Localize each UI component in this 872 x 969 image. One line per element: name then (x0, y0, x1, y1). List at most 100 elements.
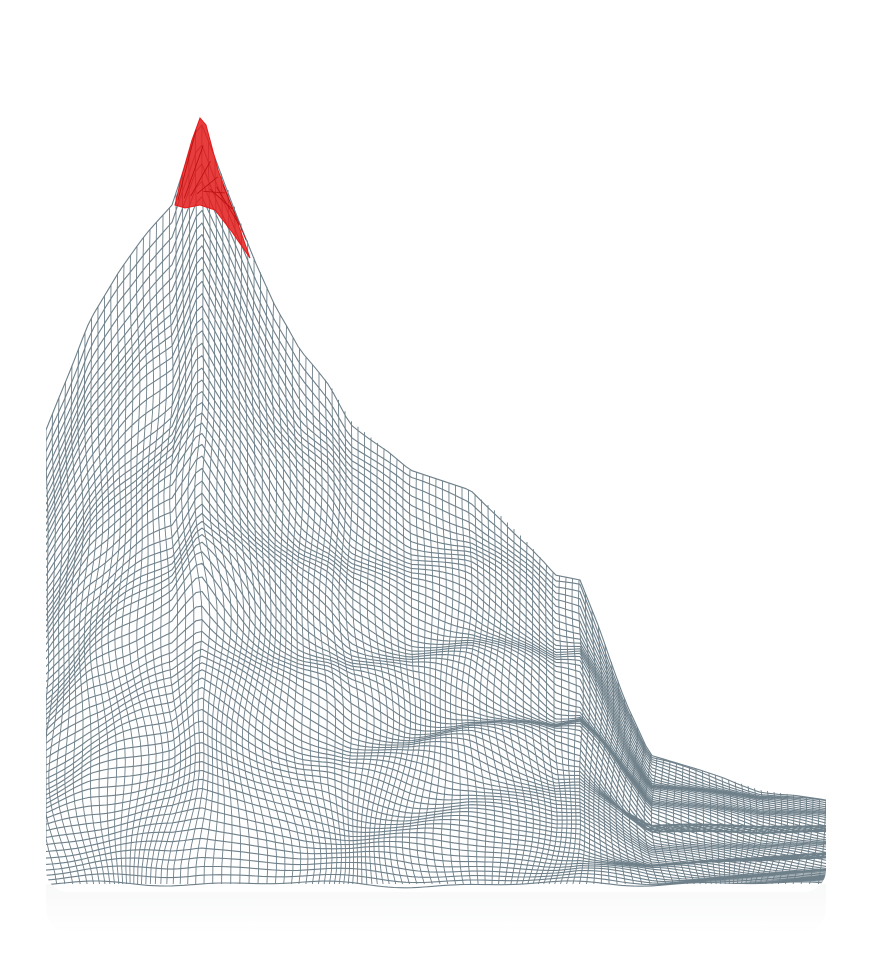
mesh-column (702, 770, 712, 885)
mesh-row (46, 677, 826, 862)
mesh-column (268, 313, 294, 885)
mesh-column (235, 240, 256, 885)
mesh-segment (203, 191, 226, 194)
mesh-column (368, 442, 388, 885)
mesh-column (560, 577, 572, 885)
mesh-row (46, 669, 826, 862)
mesh-column (141, 229, 164, 885)
mesh-column (680, 764, 695, 885)
mesh-row (46, 655, 826, 862)
mesh-row (46, 630, 826, 860)
mesh-segment (209, 188, 233, 209)
mesh-column (792, 797, 807, 885)
mesh-row (46, 873, 826, 886)
mesh-column (745, 788, 758, 885)
mesh-column (306, 364, 328, 885)
mesh-column (736, 783, 746, 885)
mesh-row (46, 787, 826, 876)
mesh-row (46, 317, 826, 827)
mesh-column (622, 713, 634, 885)
mesh-column (572, 579, 584, 885)
mesh-column (95, 295, 115, 885)
mesh-column (276, 325, 302, 885)
mesh-column (493, 515, 512, 885)
mesh-segment (196, 176, 218, 194)
mesh-column (145, 222, 170, 885)
mesh-column (548, 572, 563, 885)
mesh-column (136, 237, 157, 885)
mesh-column (586, 609, 597, 885)
mesh-column (695, 768, 707, 885)
mesh-column (708, 772, 717, 885)
mesh-column (83, 317, 106, 885)
mesh-column (107, 274, 126, 885)
mesh-column (56, 381, 81, 885)
mesh-column (785, 796, 801, 885)
mesh-row (46, 280, 826, 819)
mesh-column (809, 798, 820, 885)
mesh-column (383, 459, 406, 885)
mesh-row (46, 640, 826, 861)
mesh-row (46, 865, 826, 884)
mesh-segment (222, 184, 247, 241)
mesh-row (46, 412, 826, 834)
mesh-column (48, 397, 74, 885)
mesh-column (416, 476, 434, 885)
mesh-column (817, 799, 826, 885)
mesh-column (172, 153, 196, 885)
mesh-column (389, 464, 411, 885)
mesh-column (522, 541, 541, 885)
mesh-column (261, 301, 286, 885)
mesh-column (149, 214, 176, 885)
mesh-column (424, 478, 441, 885)
mesh-row (46, 662, 826, 862)
mesh-column (765, 793, 783, 885)
mesh-column (593, 626, 603, 885)
mesh-column (254, 286, 277, 885)
mesh-column (72, 348, 95, 885)
mesh-column (318, 379, 338, 885)
mesh-column (225, 206, 245, 885)
mesh-column (486, 510, 504, 885)
mesh-column (673, 762, 689, 885)
mesh-row (46, 778, 826, 875)
mesh-row (46, 720, 826, 871)
mesh-column (615, 698, 626, 885)
mesh-column (359, 432, 375, 885)
mesh-column (301, 356, 322, 885)
mesh-row (46, 605, 826, 859)
mesh-column (331, 399, 347, 885)
mesh-column (579, 593, 591, 885)
mesh-column (114, 264, 134, 885)
mesh-column (284, 337, 309, 885)
terrain-card (46, 100, 826, 892)
mesh-column (203, 157, 225, 885)
mesh-column (537, 556, 553, 885)
mesh-segment (190, 161, 211, 197)
mesh-row (46, 761, 826, 873)
mesh-column (154, 207, 181, 885)
mesh-column (378, 453, 400, 885)
mesh-column (324, 388, 342, 885)
mesh-column (187, 124, 211, 885)
mesh-column (515, 535, 534, 885)
mesh-column (771, 794, 789, 885)
mesh-row (46, 305, 826, 824)
mesh-column (401, 472, 422, 885)
mesh-segment (216, 186, 240, 225)
mesh-row (46, 256, 826, 815)
mesh-column (754, 791, 770, 885)
terrain-wireframe (46, 117, 826, 889)
mesh-column (749, 790, 764, 885)
mesh-column (101, 284, 120, 885)
mesh-column (441, 482, 454, 885)
mesh-column (466, 494, 479, 885)
mesh-column (230, 223, 251, 885)
mesh-column (220, 189, 239, 885)
mesh-column (408, 474, 427, 885)
mesh-column (364, 437, 382, 885)
mesh-segment (183, 145, 204, 199)
mesh-row (46, 576, 826, 858)
mesh-column (373, 448, 395, 885)
